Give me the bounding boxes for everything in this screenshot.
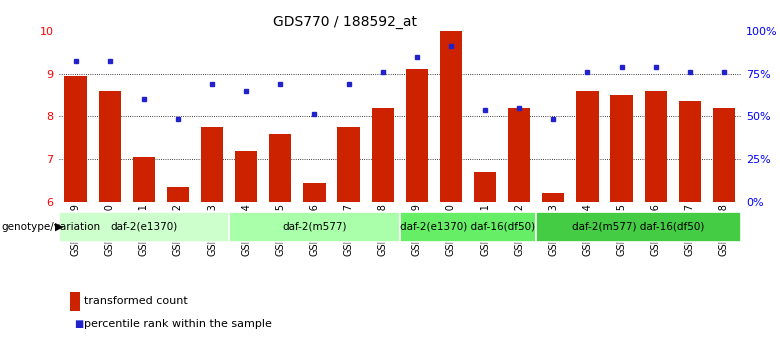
- Text: daf-2(e1370): daf-2(e1370): [110, 222, 177, 232]
- Bar: [371, 108, 394, 202]
- Bar: [58, 212, 229, 241]
- Text: daf-2(m577) daf-16(df50): daf-2(m577) daf-16(df50): [573, 222, 705, 232]
- Bar: [508, 108, 530, 202]
- Text: ▶: ▶: [55, 222, 64, 232]
- Bar: [679, 101, 701, 202]
- Bar: [644, 91, 667, 202]
- Text: daf-2(m577): daf-2(m577): [282, 222, 346, 232]
- Bar: [269, 134, 292, 202]
- Bar: [338, 127, 360, 202]
- Bar: [542, 193, 565, 202]
- Bar: [235, 150, 257, 202]
- Bar: [65, 76, 87, 202]
- Bar: [537, 212, 741, 241]
- Title: GDS770 / 188592_at: GDS770 / 188592_at: [273, 14, 417, 29]
- Bar: [474, 172, 496, 202]
- Bar: [167, 187, 189, 202]
- Bar: [133, 157, 155, 202]
- Bar: [399, 212, 537, 241]
- Text: genotype/variation: genotype/variation: [2, 222, 101, 232]
- Bar: [98, 91, 121, 202]
- Bar: [611, 95, 633, 202]
- Text: ■: ■: [74, 319, 83, 329]
- Bar: [406, 69, 428, 202]
- Bar: [201, 127, 223, 202]
- Bar: [229, 212, 399, 241]
- Bar: [303, 183, 325, 202]
- Text: transformed count: transformed count: [84, 296, 188, 306]
- Bar: [576, 91, 598, 202]
- Text: percentile rank within the sample: percentile rank within the sample: [84, 319, 272, 329]
- Bar: [713, 108, 735, 202]
- Bar: [440, 31, 462, 202]
- Text: daf-2(e1370) daf-16(df50): daf-2(e1370) daf-16(df50): [400, 222, 536, 232]
